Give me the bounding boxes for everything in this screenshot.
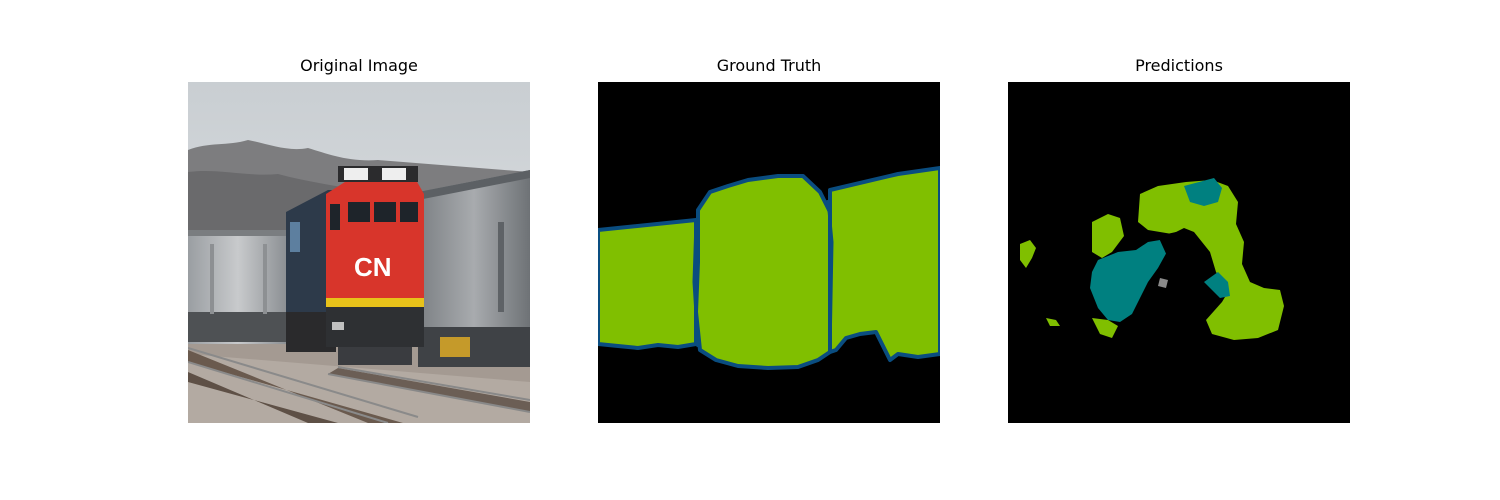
predictions-title: Predictions (1135, 56, 1223, 75)
original-image: CN (188, 82, 530, 423)
original-image-title: Original Image (300, 56, 418, 75)
predictions-mask (1008, 82, 1350, 423)
ground-truth-panel: Ground Truth (598, 0, 940, 500)
ground-truth-mask (598, 82, 940, 423)
original-image-panel: Original Image (188, 0, 530, 500)
ground-truth-title: Ground Truth (716, 56, 822, 75)
predictions-panel: Predictions (1008, 0, 1350, 500)
svg-text:CN: CN (354, 252, 392, 282)
